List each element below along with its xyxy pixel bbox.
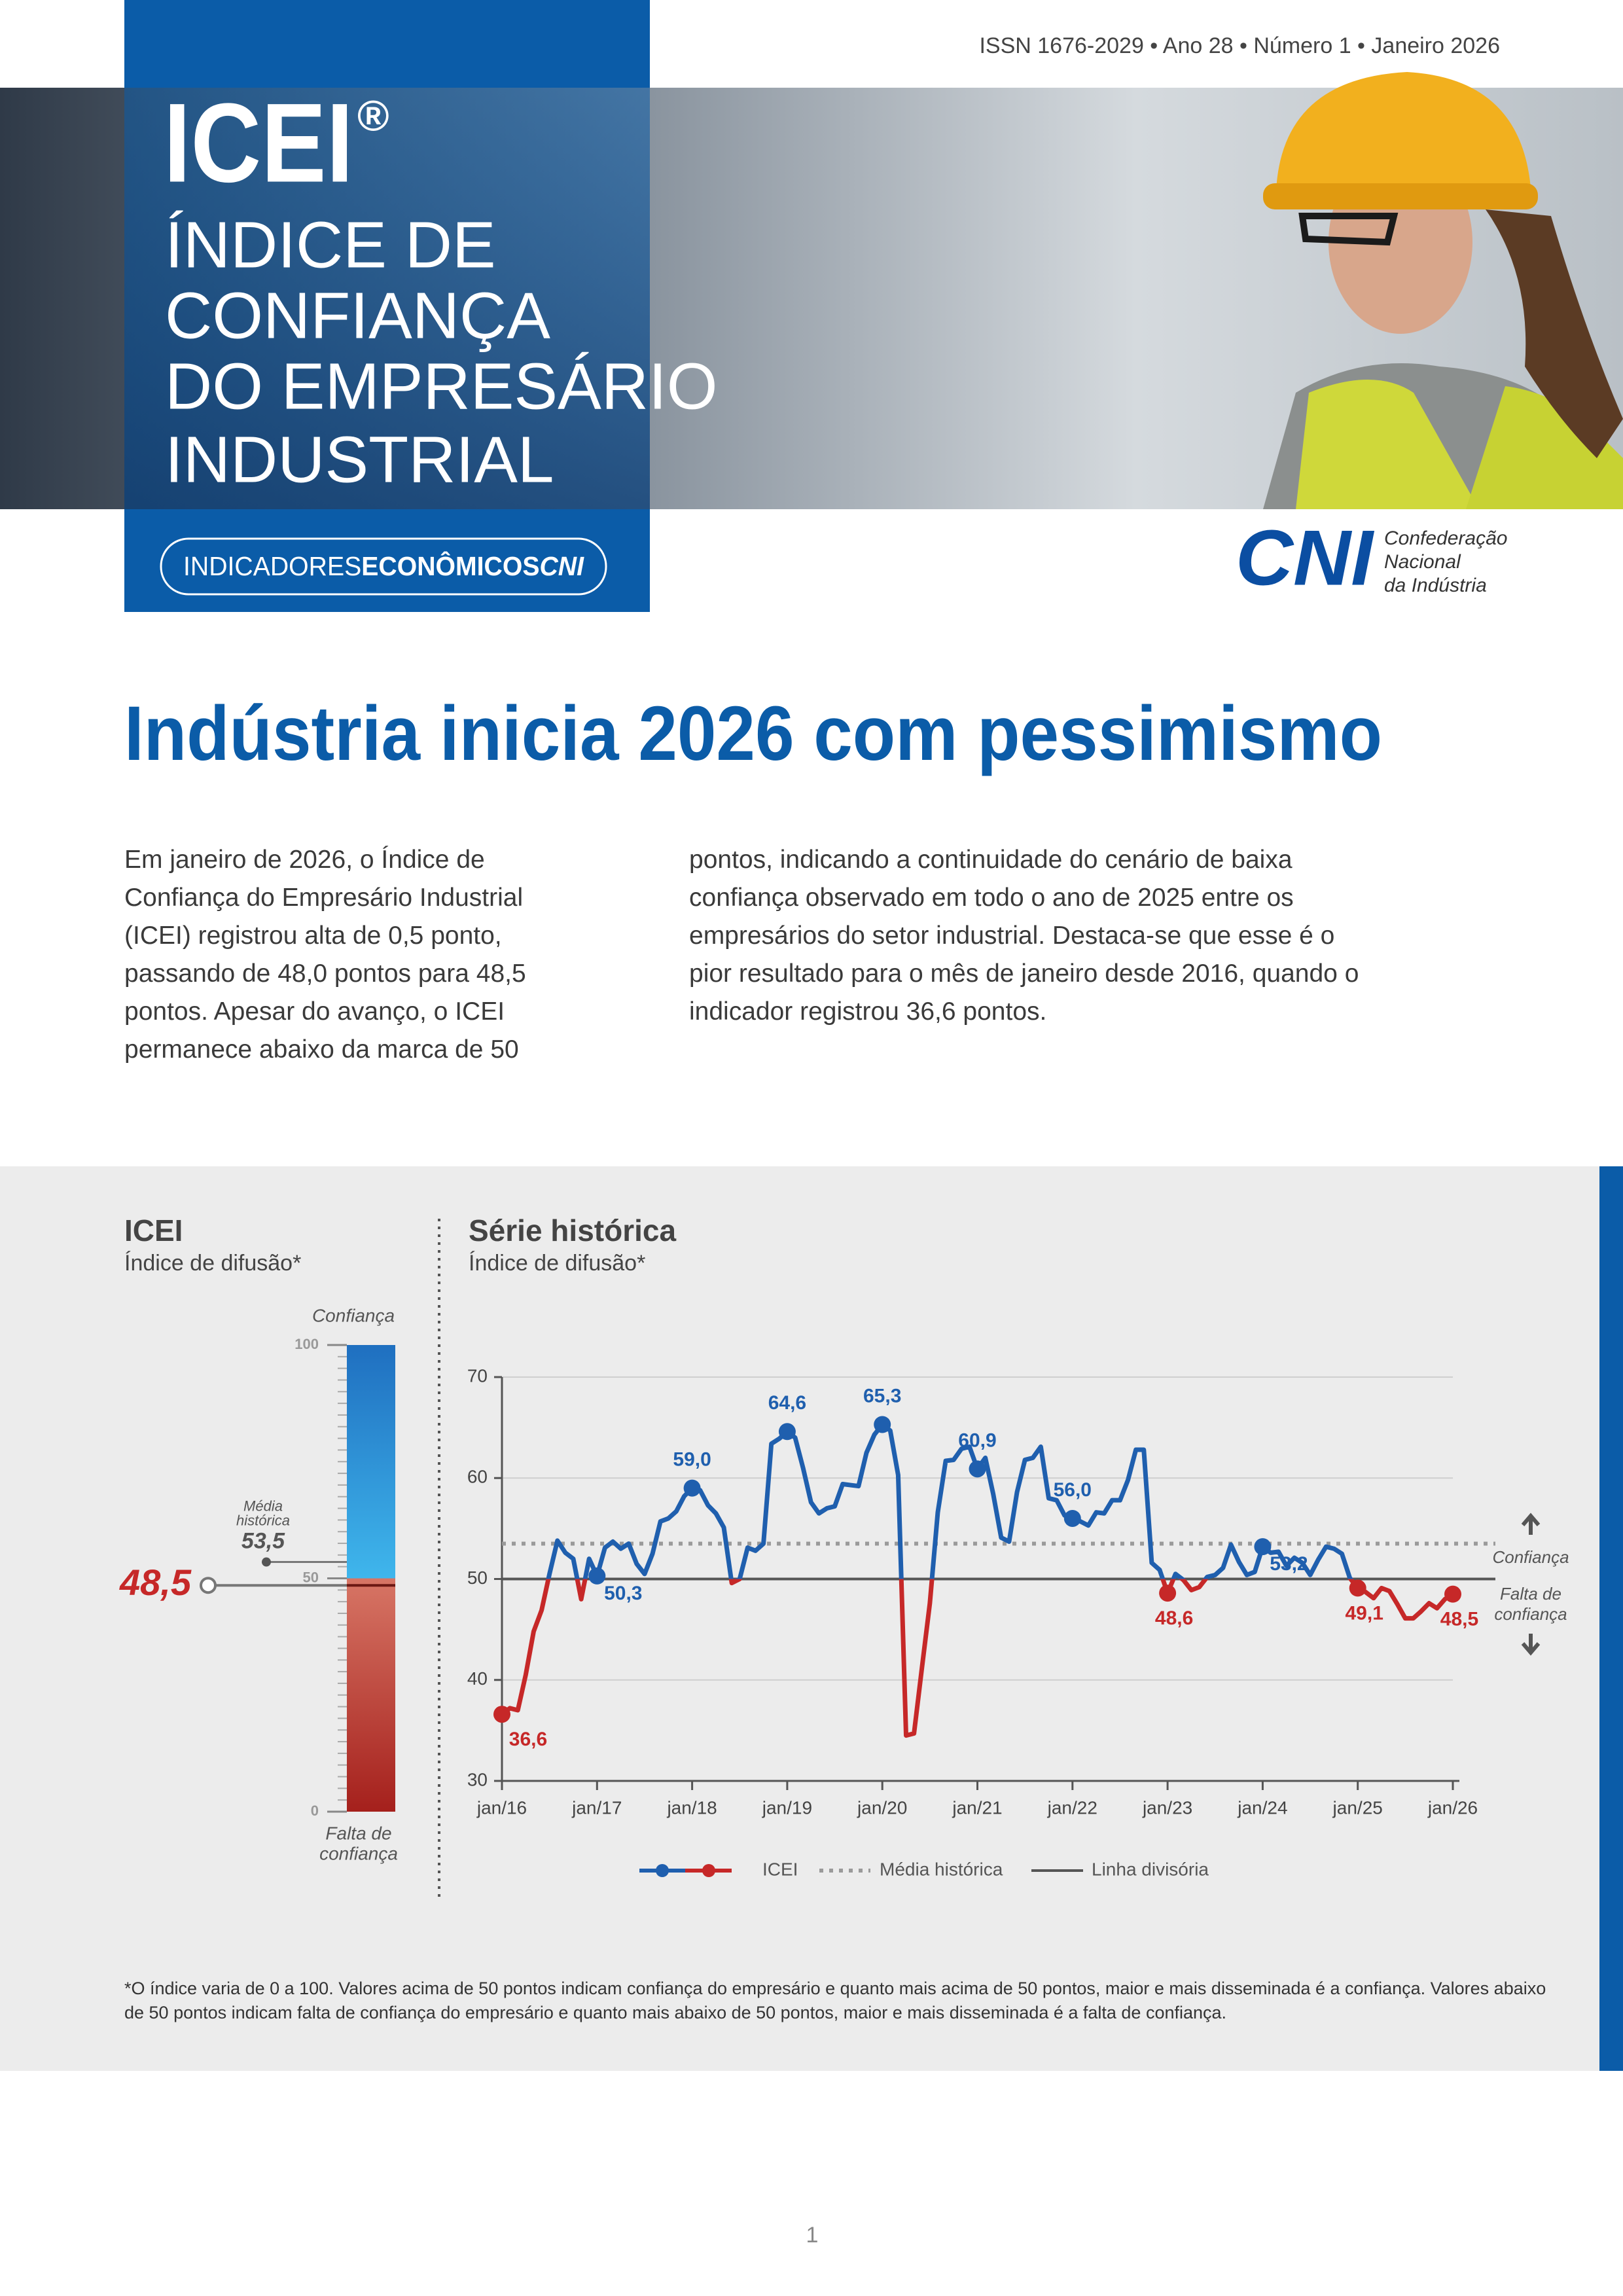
organization-line: Confederação <box>1384 528 1507 549</box>
gauge-reference-label: Média <box>243 1498 283 1514</box>
annotation: confiança <box>1494 1604 1567 1624</box>
header-box-overlay <box>124 88 650 509</box>
organization-line: da Indústria <box>1384 575 1487 596</box>
series-point <box>969 1460 986 1478</box>
series-point <box>1159 1585 1177 1602</box>
value-label: 48,6 <box>1155 1607 1193 1629</box>
arrow-up <box>1521 1513 1541 1535</box>
legend-label: Média histórica <box>880 1859 1003 1879</box>
y-tick-label: 30 <box>467 1769 488 1789</box>
photo-figure <box>1263 72 1623 509</box>
chart-subtitle: Índice de difusão* <box>124 1251 301 1276</box>
gauge-bottom-label: confiança <box>319 1843 398 1863</box>
headline: Indústria inicia 2026 com pessimismo <box>124 691 1382 777</box>
series-label: INDICADORESECONÔMICOSCNI <box>183 551 585 581</box>
x-tick-label: jan/17 <box>571 1797 622 1818</box>
y-tick-label: 40 <box>467 1668 488 1689</box>
x-tick-label: jan/20 <box>857 1797 907 1818</box>
gauge-value-label: 48,5 <box>119 1562 192 1603</box>
gauge-bottom-label: Falta de <box>325 1823 391 1843</box>
value-label: 50,3 <box>604 1583 642 1604</box>
x-tick-label: jan/19 <box>762 1797 812 1818</box>
issn: ISSN 1676-2029 • Ano 28 • Número 1 • Jan… <box>979 33 1500 58</box>
brand-subtitle-line: DO EMPRESÁRIO <box>165 350 718 423</box>
value-label: 59,0 <box>673 1449 711 1471</box>
page-number: 1 <box>806 2223 819 2248</box>
annotation: Falta de <box>1500 1584 1561 1604</box>
legend-label: ICEI <box>762 1859 798 1879</box>
panel-stripe <box>1599 1166 1623 2071</box>
value-label: 56,0 <box>1054 1479 1092 1501</box>
series-point <box>588 1567 606 1585</box>
series-pill <box>160 537 607 596</box>
x-tick-label: jan/16 <box>476 1797 527 1818</box>
chart-title: ICEI <box>124 1213 183 1247</box>
legend-swatch-dot <box>702 1864 715 1877</box>
arrow-down <box>1521 1634 1541 1656</box>
brand-acronym: ICEI <box>164 80 353 206</box>
footnote: *O índice varia de 0 a 100. Valores acim… <box>124 1979 1546 2022</box>
value-label: 48,5 <box>1440 1609 1478 1630</box>
x-tick-label: jan/21 <box>952 1797 1002 1818</box>
series-label-part: INDICADORES <box>183 551 361 581</box>
chart-title: Série histórica <box>469 1213 676 1247</box>
organization: Confederação Nacional da Indústria <box>1384 528 1507 596</box>
gauge-reference-value: 53,5 <box>241 1529 285 1554</box>
value-label: 53,2 <box>1270 1553 1308 1575</box>
y-tick-label: 60 <box>467 1467 488 1487</box>
series-point <box>874 1416 891 1433</box>
gauge-above <box>347 1345 395 1579</box>
series-point <box>1444 1585 1461 1603</box>
gauge-tick-label: 100 <box>294 1336 319 1352</box>
logo: CNI <box>1236 514 1375 602</box>
value-label: 65,3 <box>863 1385 901 1407</box>
series-point <box>1254 1538 1272 1556</box>
gauge-tick-label: 0 <box>311 1803 319 1819</box>
value-label: 60,9 <box>958 1429 996 1451</box>
value-label: 49,1 <box>1346 1602 1383 1624</box>
annotation: Confiança <box>1492 1547 1569 1567</box>
chart-panel <box>0 1166 1599 2071</box>
organization-line: Nacional <box>1384 551 1461 573</box>
x-tick-label: jan/24 <box>1237 1797 1287 1818</box>
value-label: 64,6 <box>768 1392 806 1414</box>
series-point <box>683 1479 701 1497</box>
gauge-value-marker <box>200 1577 217 1594</box>
legend-label: Linha divisória <box>1092 1859 1209 1879</box>
x-tick-label: jan/25 <box>1332 1797 1383 1818</box>
gauge-reference-label: histórica <box>236 1512 290 1528</box>
x-tick-label: jan/23 <box>1142 1797 1192 1818</box>
x-tick-label: jan/18 <box>666 1797 717 1818</box>
value-label: 36,6 <box>509 1729 547 1750</box>
brand-subtitle: ÍNDICE DE CONFIANÇA DO EMPRESÁRIO INDUST… <box>165 208 718 496</box>
legend-swatch-dot <box>656 1864 669 1877</box>
gauge-tick-label: 50 <box>303 1569 319 1585</box>
gauge-below <box>347 1578 395 1812</box>
header-box <box>124 0 650 88</box>
series-label-part: ECONÔMICOS <box>361 551 539 581</box>
series-point <box>778 1423 796 1441</box>
brand-subtitle-line: INDUSTRIAL <box>165 423 554 496</box>
gauge-top-label: Confiança <box>312 1305 395 1325</box>
brand-subtitle-line: ÍNDICE DE <box>165 208 496 281</box>
brand-subtitle-line: CONFIANÇA <box>165 279 550 352</box>
series-point <box>1063 1509 1081 1527</box>
brand-registered: ® <box>357 91 389 139</box>
y-tick-label: 70 <box>467 1365 488 1386</box>
series-point <box>1349 1579 1366 1597</box>
x-tick-label: jan/22 <box>1047 1797 1097 1818</box>
y-tick-label: 50 <box>467 1568 488 1588</box>
gauge-reference-marker <box>262 1557 271 1567</box>
body-column: pontos, indicando a continuidade do cená… <box>689 846 1359 1026</box>
x-tick-label: jan/26 <box>1427 1797 1478 1818</box>
chart-subtitle: Índice de difusão* <box>469 1251 645 1276</box>
series-point <box>493 1706 510 1723</box>
series-label-part: CNI <box>539 551 584 581</box>
body-column: Em janeiro de 2026, o Índice de Confianç… <box>124 846 526 1064</box>
